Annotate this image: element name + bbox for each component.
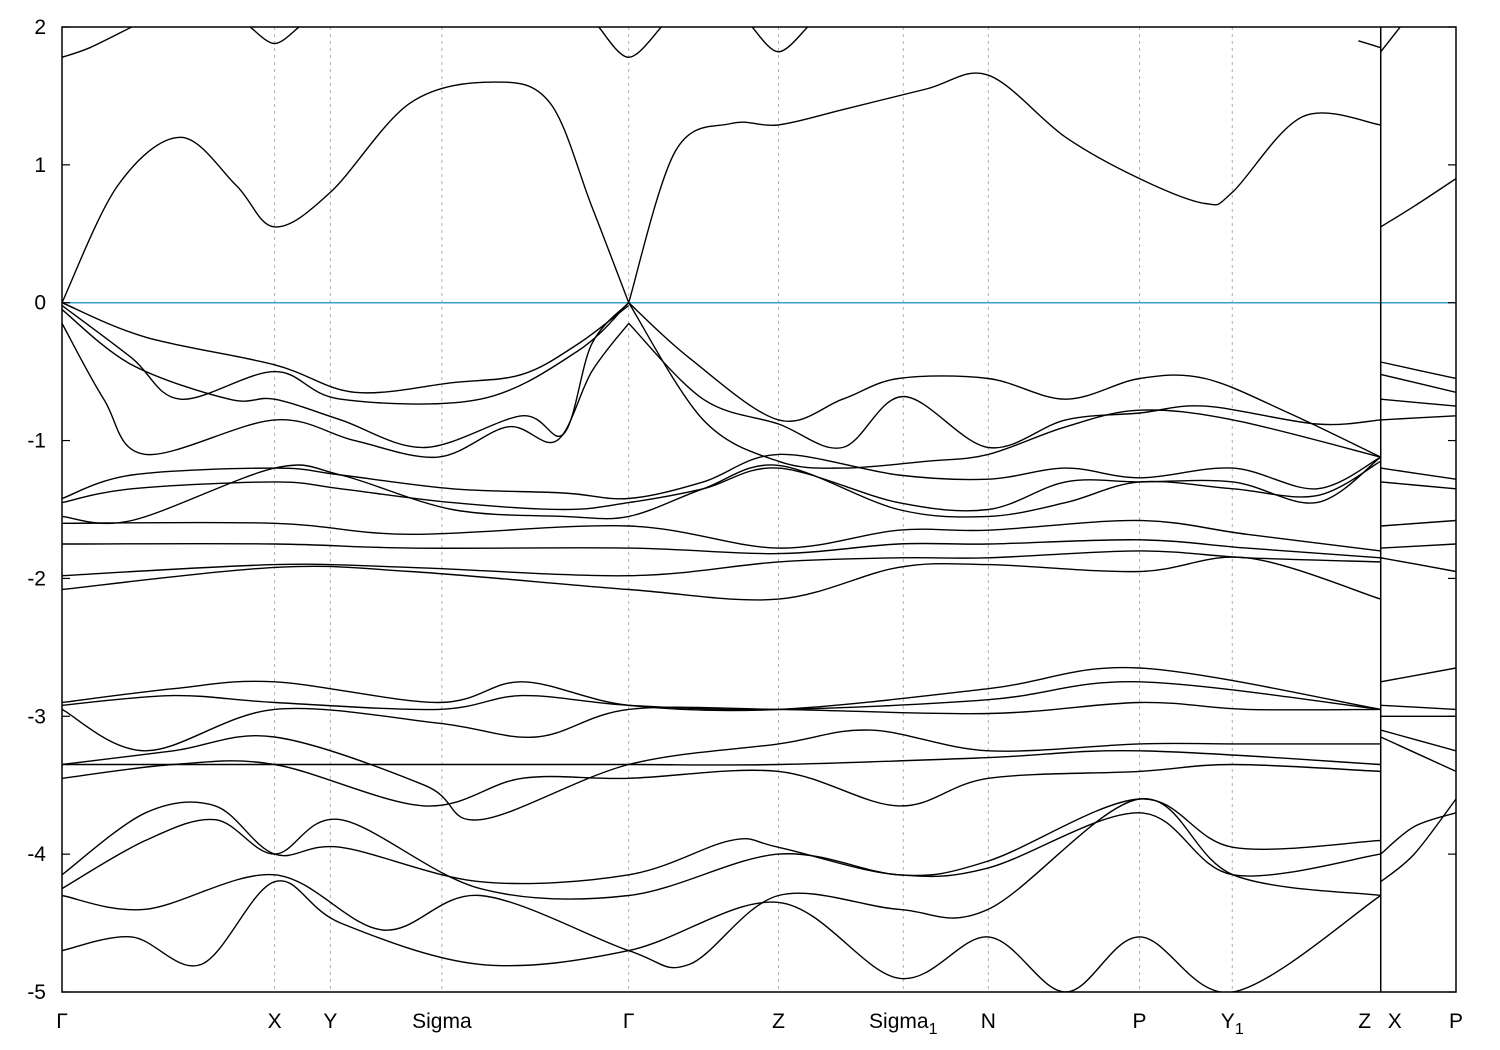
band-lines xyxy=(62,27,1456,992)
band-line-5 xyxy=(598,27,662,59)
x-tick-label: X xyxy=(268,1010,282,1033)
band-line-44 xyxy=(62,812,1381,900)
x-tick-label: Sigma1 xyxy=(869,1010,938,1038)
band-line-33 xyxy=(62,681,1381,711)
band-line-38 xyxy=(62,729,1381,821)
band-line-7 xyxy=(1358,40,1381,49)
x-axis-ticks: Γ X Y Sigma Γ Z Sigma1 N P Y1 Z X P xyxy=(56,1010,1463,1038)
band-line-48 xyxy=(1380,812,1456,855)
band-line-23 xyxy=(1380,467,1456,480)
band-line-30 xyxy=(1380,543,1456,549)
band-line-10 xyxy=(62,302,630,405)
band-line-29 xyxy=(1380,519,1456,527)
x-tick-label: X xyxy=(1388,1010,1402,1033)
band-line-19 xyxy=(1380,415,1456,421)
band-line-21 xyxy=(62,456,1382,512)
x-tick-label: Z xyxy=(1358,1010,1371,1033)
y-axis-ticks: -5 -4 -3 -2 -1 0 1 2 xyxy=(27,16,1456,1004)
band-line-35 xyxy=(1380,667,1456,683)
y-tick-label: -1 xyxy=(27,430,46,453)
y-tick-label: 2 xyxy=(34,16,46,39)
band-line-27 xyxy=(62,550,1381,577)
band-line-18 xyxy=(1380,398,1456,407)
band-line-43 xyxy=(62,798,1381,885)
x-tick-label: P xyxy=(1133,1010,1147,1033)
plot-frame xyxy=(61,26,1457,993)
x-tick-label: Γ xyxy=(623,1010,635,1033)
band-line-4 xyxy=(249,27,300,45)
band-line-39 xyxy=(62,760,1381,807)
y-tick-label: -3 xyxy=(27,705,46,728)
band-line-16 xyxy=(1380,361,1456,380)
band-line-47 xyxy=(1380,798,1456,883)
x-tick-label: Sigma xyxy=(412,1010,472,1033)
band-line-3 xyxy=(62,27,133,58)
band-line-34 xyxy=(62,701,1381,752)
band-line-6 xyxy=(751,27,809,53)
band-line-31 xyxy=(1380,557,1456,573)
y-tick-label: -2 xyxy=(27,567,46,590)
band-line-28 xyxy=(62,556,1381,601)
y-tick-label: 0 xyxy=(34,292,46,315)
band-line-36 xyxy=(1380,704,1456,711)
band-line-40 xyxy=(62,749,1381,766)
band-line-2 xyxy=(1380,178,1456,228)
band-line-9 xyxy=(62,302,630,394)
x-tick-label: N xyxy=(981,1010,996,1033)
band-line-1 xyxy=(628,72,1381,303)
band-line-25 xyxy=(62,519,1381,552)
band-line-14 xyxy=(628,322,1381,449)
y-tick-label: -5 xyxy=(27,981,46,1004)
x-tick-label: Y xyxy=(323,1010,337,1033)
band-line-20 xyxy=(62,453,1382,500)
band-line-13 xyxy=(628,302,1382,458)
symmetry-gridlines xyxy=(274,27,1233,992)
x-tick-label: P xyxy=(1449,1010,1463,1033)
y-tick-label: -4 xyxy=(27,843,46,866)
band-line-15 xyxy=(628,302,1381,469)
band-line-22 xyxy=(62,460,1382,525)
x-tick-label: Γ xyxy=(56,1010,68,1033)
band-line-0 xyxy=(62,81,630,304)
band-line-46 xyxy=(62,880,1382,992)
band-line-42 xyxy=(1380,736,1456,773)
band-line-8 xyxy=(1380,27,1401,53)
x-tick-label: Y1 xyxy=(1221,1010,1244,1038)
band-line-45 xyxy=(62,798,1381,969)
band-line-17 xyxy=(1380,373,1456,393)
x-tick-label: Z xyxy=(772,1010,785,1033)
band-line-12 xyxy=(62,302,630,449)
band-line-41 xyxy=(1380,729,1456,752)
y-tick-label: 1 xyxy=(34,154,46,177)
band-line-24 xyxy=(1380,481,1456,490)
band-line-26 xyxy=(62,539,1381,559)
